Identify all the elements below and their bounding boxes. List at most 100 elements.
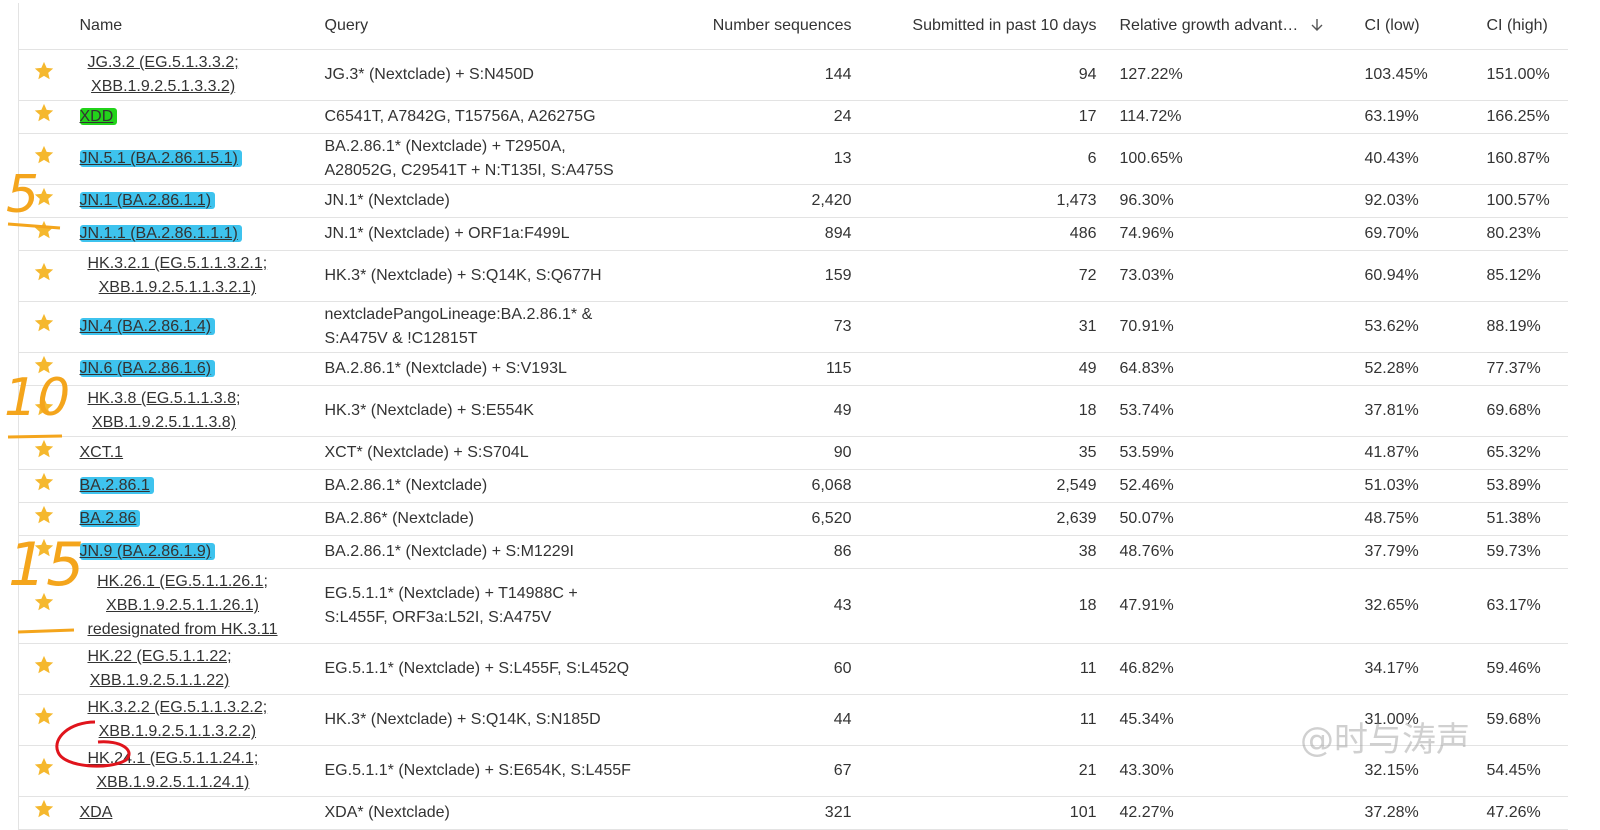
name-line[interactable]: XBB.1.9.2.5.1.3.3.2): [91, 78, 236, 95]
table-row: JN.1.1 (BA.2.86.1.1.1) JN.1* (Nextclade) …: [18, 217, 1568, 251]
name-line[interactable]: XBB.1.9.2.5.1.1.3.2.2): [98, 723, 257, 740]
name-line[interactable]: BA.2.86.1: [79, 477, 154, 494]
sequences-cell: 73: [680, 301, 861, 353]
star-icon[interactable]: [33, 438, 55, 460]
name-line[interactable]: JN.5.1 (BA.2.86.1.5.1): [79, 150, 242, 167]
name-line[interactable]: HK.3.8 (EG.5.1.1.3.8;: [87, 390, 241, 407]
sort-icon[interactable]: [1310, 18, 1324, 32]
query-line: JG.3* (Nextclade) + S:N450D: [324, 66, 534, 83]
name-cell: XDA: [65, 796, 311, 830]
submitted-cell: 2,639: [860, 502, 1106, 536]
handwritten-note: 10: [4, 368, 71, 428]
name-line[interactable]: XBB.1.9.2.5.1.1.24.1): [96, 774, 250, 791]
name-line[interactable]: XBB.1.9.2.5.1.1.26.1): [106, 597, 260, 614]
growth-cell: 50.07%: [1105, 502, 1351, 536]
watermark: @时与涛声: [1300, 720, 1470, 760]
star-icon[interactable]: [33, 537, 55, 559]
column-header: Number sequences: [680, 3, 861, 50]
ci-low-cell: 37.28%: [1350, 796, 1473, 830]
star-icon[interactable]: [33, 186, 55, 208]
query-line: S:A475V & !C12815T: [324, 330, 478, 347]
name-line[interactable]: JG.3.2 (EG.5.1.3.3.2;: [87, 54, 239, 71]
name-line[interactable]: HK.26.1 (EG.5.1.1.26.1;: [97, 573, 268, 590]
ci-high-cell: 65.32%: [1472, 436, 1568, 470]
star-icon[interactable]: [33, 102, 55, 124]
table-row: HK.3.2.1 (EG.5.1.1.3.2.1; XBB.1.9.2.5.1.1…: [18, 250, 1568, 302]
star-icon[interactable]: [33, 396, 55, 418]
header-text: Name: [79, 17, 123, 34]
query-cell: C6541T, A7842G, T15756A, A26275G: [310, 100, 681, 134]
star-icon[interactable]: [33, 60, 55, 82]
ci-high-cell: 160.87%: [1472, 133, 1568, 185]
query-line: HK.3* (Nextclade) + S:Q14K, S:Q677H: [324, 267, 602, 284]
query-cell: EG.5.1.1* (Nextclade) + S:E654K, S:L455F: [310, 745, 681, 797]
name-line[interactable]: JN.9 (BA.2.86.1.9): [79, 543, 216, 560]
name-cell: JG.3.2 (EG.5.1.3.3.2; XBB.1.9.2.5.1.3.3.2…: [65, 49, 311, 101]
name-line[interactable]: HK.3.2.2 (EG.5.1.1.3.2.2;: [87, 699, 268, 716]
star-cell: [18, 49, 66, 101]
ci-low-cell: 60.94%: [1350, 250, 1473, 302]
star-icon[interactable]: [33, 705, 55, 727]
name-line[interactable]: JN.6 (BA.2.86.1.6): [79, 360, 216, 377]
submitted-cell: 38: [860, 535, 1106, 569]
name-line[interactable]: HK.3.2.1 (EG.5.1.1.3.2.1;: [87, 255, 268, 272]
variant-name: JG.3.2 (EG.5.1.3.3.2; XBB.1.9.2.5.1.3.3.2…: [88, 51, 239, 99]
name-line[interactable]: JN.1.1 (BA.2.86.1.1.1): [79, 225, 242, 242]
star-cell: [18, 643, 66, 695]
star-icon[interactable]: [33, 756, 55, 778]
header-row: Name Query Number sequences Submitted in pa…: [18, 3, 1568, 50]
name-cell: JN.5.1 (BA.2.86.1.5.1): [65, 133, 311, 185]
ci-high-cell: 53.89%: [1472, 469, 1568, 503]
ci-high-cell: 51.38%: [1472, 502, 1568, 536]
ci-low-cell: 63.19%: [1350, 100, 1473, 134]
star-icon[interactable]: [33, 144, 55, 166]
star-icon[interactable]: [33, 504, 55, 526]
ci-high-cell: 59.68%: [1472, 694, 1568, 746]
star-icon[interactable]: [33, 219, 55, 241]
ci-high-cell: 59.46%: [1472, 643, 1568, 695]
table-row: HK.22 (EG.5.1.1.22; XBB.1.9.2.5.1.1.22) EG…: [18, 643, 1568, 695]
star-cell: [18, 352, 66, 386]
name-line[interactable]: BA.2.86: [79, 510, 141, 527]
query-line: nextcladePangoLineage:BA.2.86.1* &: [324, 306, 593, 323]
name-line[interactable]: XBB.1.9.2.5.1.1.3.2.1): [98, 279, 257, 296]
query-line: A28052G, C29541T + N:T135I, S:A475S: [324, 162, 614, 179]
name-line[interactable]: XDD: [79, 108, 118, 125]
query-line: BA.2.86* (Nextclade): [324, 510, 474, 527]
ci-low-cell: 37.79%: [1350, 535, 1473, 569]
query-cell: JN.1* (Nextclade): [310, 184, 681, 218]
name-line[interactable]: XBB.1.9.2.5.1.1.3.8): [91, 414, 237, 431]
star-icon[interactable]: [33, 354, 55, 376]
name-line[interactable]: XBB.1.9.2.5.1.1.22): [89, 672, 230, 689]
star-icon[interactable]: [33, 798, 55, 820]
star-icon[interactable]: [33, 261, 55, 283]
table-row: HK.26.1 (EG.5.1.1.26.1; XBB.1.9.2.5.1.1.2…: [18, 568, 1568, 644]
name-line[interactable]: XDA: [79, 804, 113, 821]
star-icon[interactable]: [33, 654, 55, 676]
query-line: EG.5.1.1* (Nextclade) + S:E654K, S:L455F: [324, 762, 631, 779]
star-cell: [18, 184, 66, 218]
growth-cell: 70.91%: [1105, 301, 1351, 353]
star-cell: [18, 436, 66, 470]
star-icon[interactable]: [33, 591, 55, 613]
ci-high-cell: 166.25%: [1472, 100, 1568, 134]
growth-cell: 96.30%: [1105, 184, 1351, 218]
star-icon[interactable]: [33, 312, 55, 334]
ci-high-cell: 100.57%: [1472, 184, 1568, 218]
name-line[interactable]: HK.22 (EG.5.1.1.22;: [87, 648, 232, 665]
table-row: JN.5.1 (BA.2.86.1.5.1) BA.2.86.1* (Nextcl…: [18, 133, 1568, 185]
star-cell: [18, 535, 66, 569]
name-cell: JN.1 (BA.2.86.1.1): [65, 184, 311, 218]
name-line[interactable]: HK.24.1 (EG.5.1.1.24.1;: [87, 750, 259, 767]
name-line[interactable]: redesignated from HK.3.11: [87, 621, 278, 638]
sequences-cell: 90: [680, 436, 861, 470]
submitted-cell: 94: [860, 49, 1106, 101]
name-line[interactable]: JN.1 (BA.2.86.1.1): [79, 192, 216, 209]
name-line[interactable]: JN.4 (BA.2.86.1.4): [79, 318, 216, 335]
ci-high-cell: 88.19%: [1472, 301, 1568, 353]
growth-cell: 46.82%: [1105, 643, 1351, 695]
name-line[interactable]: XCT.1: [79, 444, 124, 461]
star-icon[interactable]: [33, 471, 55, 493]
column-header: Name: [65, 3, 311, 50]
variant-name: JN.1.1 (BA.2.86.1.1.1): [79, 222, 242, 246]
